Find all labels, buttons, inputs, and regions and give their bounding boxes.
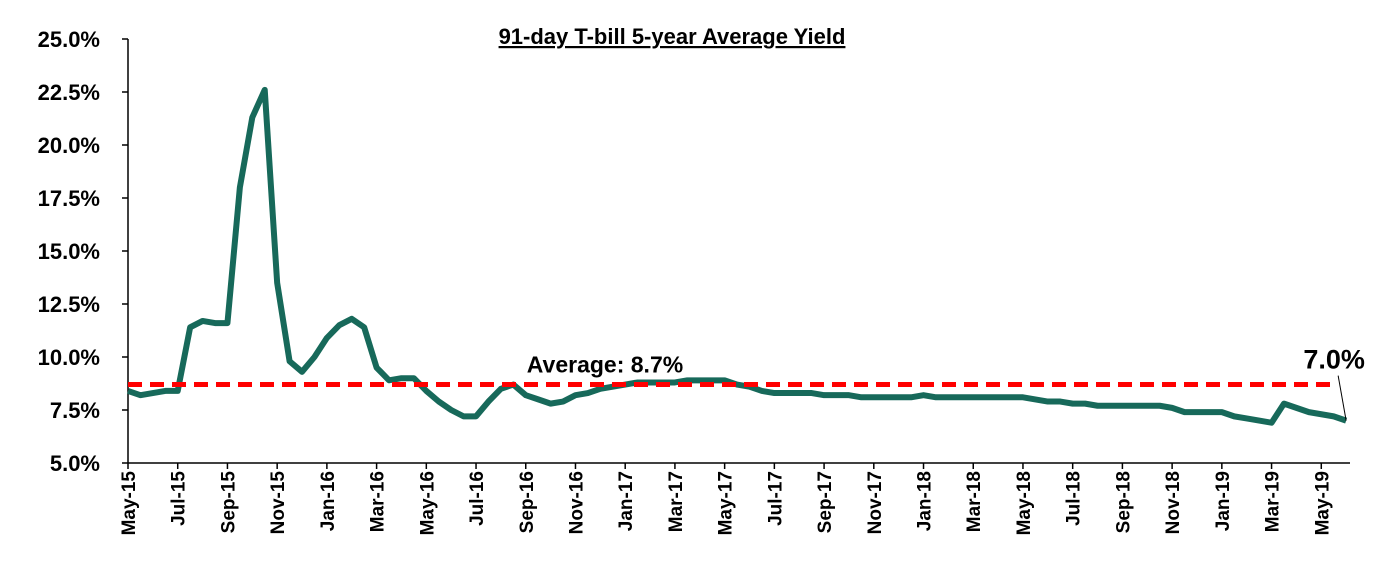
- x-tick-label: Jul-18: [1064, 471, 1085, 526]
- y-tick-label: 5.0%: [50, 451, 100, 476]
- x-tick-label: Mar-18: [964, 471, 985, 532]
- y-tick-label: 20.0%: [38, 133, 100, 158]
- x-tick-label: Jul-16: [467, 471, 488, 526]
- y-tick-label: 17.5%: [38, 186, 100, 211]
- y-tick-label: 7.5%: [50, 398, 100, 423]
- x-tick-label: Nov-16: [566, 471, 587, 534]
- x-tick-label: Sep-15: [218, 471, 239, 534]
- label-leader: [1337, 375, 1347, 421]
- x-tick-label: Jul-15: [169, 471, 190, 526]
- x-tick-label: Sep-17: [815, 471, 836, 533]
- x-tick-label: Nov-18: [1163, 471, 1184, 534]
- x-tick-label: Jan-19: [1213, 471, 1234, 531]
- y-tick-label: 15.0%: [38, 239, 100, 264]
- x-tick-label: May-15: [119, 471, 140, 536]
- x-tick-label: Jan-17: [616, 471, 637, 531]
- x-tick-label: Sep-16: [517, 471, 538, 533]
- x-tick-label: Mar-17: [666, 471, 687, 532]
- y-tick-label: 25.0%: [38, 27, 100, 52]
- x-tick-label: Mar-19: [1263, 471, 1284, 532]
- y-tick-label: 12.5%: [38, 292, 100, 317]
- x-tick-label: Jan-18: [915, 471, 936, 531]
- y-tick-label: 22.5%: [38, 80, 100, 105]
- x-tick-label: Nov-15: [268, 471, 289, 535]
- x-tick-label: May-19: [1312, 471, 1333, 535]
- x-tick-label: Mar-16: [368, 471, 389, 532]
- average-label: Average: 8.7%: [527, 352, 683, 378]
- data-label: 7.0%: [1303, 345, 1365, 375]
- line-series: [127, 86, 1348, 426]
- y-tick-label: 10.0%: [38, 345, 100, 370]
- x-tick-label: Jan-16: [318, 471, 339, 531]
- x-tick-label: Sep-18: [1113, 471, 1134, 533]
- x-tick-label: Jul-17: [765, 471, 786, 526]
- chart-title: 91-day T-bill 5-year Average Yield: [499, 24, 846, 49]
- x-tick-label: May-17: [716, 471, 737, 535]
- x-tick-label: May-16: [417, 471, 438, 535]
- x-tick-label: May-18: [1014, 471, 1035, 535]
- x-tick-label: Nov-17: [865, 471, 886, 534]
